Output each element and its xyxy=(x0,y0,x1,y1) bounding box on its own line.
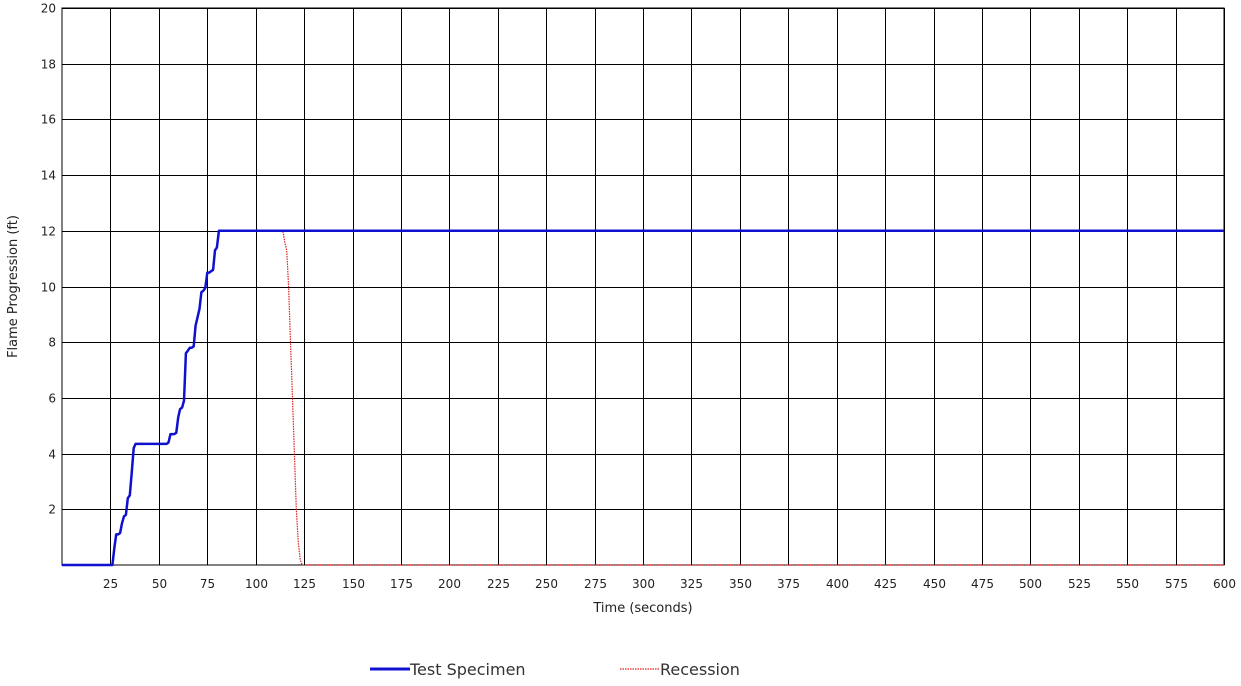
y-axis-title: Flame Progression (ft) xyxy=(6,215,21,358)
x-tick-label: 500 xyxy=(1019,577,1042,591)
x-tick-label: 325 xyxy=(680,577,703,591)
x-tick-label: 250 xyxy=(535,577,558,591)
x-tick-label: 450 xyxy=(923,577,946,591)
x-tick-label: 25 xyxy=(103,577,118,591)
grid xyxy=(61,7,1225,566)
x-tick-label: 375 xyxy=(777,577,800,591)
y-tick-label: 16 xyxy=(41,113,56,127)
y-tick-label: 4 xyxy=(48,448,56,462)
x-tick-label: 225 xyxy=(487,577,510,591)
x-tick-label: 100 xyxy=(245,577,268,591)
y-tick-label: 10 xyxy=(41,281,56,295)
x-tick-label: 300 xyxy=(632,577,655,591)
x-tick-label: 425 xyxy=(874,577,897,591)
x-tick-label: 175 xyxy=(390,577,413,591)
y-tick-label: 2 xyxy=(48,503,56,517)
x-tick-label: 550 xyxy=(1116,577,1139,591)
x-tick-label: 150 xyxy=(342,577,365,591)
x-tick-label: 350 xyxy=(729,577,752,591)
x-tick-label: 400 xyxy=(826,577,849,591)
x-tick-label: 200 xyxy=(438,577,461,591)
x-axis-ticks: 25 50 75 100 125 150 175 200 225 250 275 300 325 350 3… xyxy=(103,577,1236,591)
x-tick-label: 75 xyxy=(200,577,215,591)
x-tick-label: 525 xyxy=(1068,577,1091,591)
y-axis-ticks: 2 4 6 8 10 12 14 16 18 20 xyxy=(41,2,56,517)
x-tick-label: 475 xyxy=(971,577,994,591)
y-tick-label: 12 xyxy=(41,225,56,239)
legend: Test Specimen Recession xyxy=(370,660,740,679)
y-tick-label: 6 xyxy=(48,392,56,406)
x-tick-label: 600 xyxy=(1213,577,1236,591)
y-tick-label: 8 xyxy=(48,336,56,350)
x-tick-label: 275 xyxy=(584,577,607,591)
y-tick-label: 14 xyxy=(41,169,56,183)
y-tick-label: 18 xyxy=(41,58,56,72)
x-tick-label: 575 xyxy=(1165,577,1188,591)
x-tick-label: 125 xyxy=(293,577,316,591)
y-tick-label: 20 xyxy=(41,2,56,16)
series-lines xyxy=(62,229,1224,567)
series-line-test-specimen xyxy=(62,229,1224,567)
x-tick-label: 50 xyxy=(152,577,167,591)
legend-label-recession: Recession xyxy=(660,660,740,679)
x-axis-title: Time (seconds) xyxy=(592,601,692,616)
legend-label-test-specimen: Test Specimen xyxy=(409,660,526,679)
